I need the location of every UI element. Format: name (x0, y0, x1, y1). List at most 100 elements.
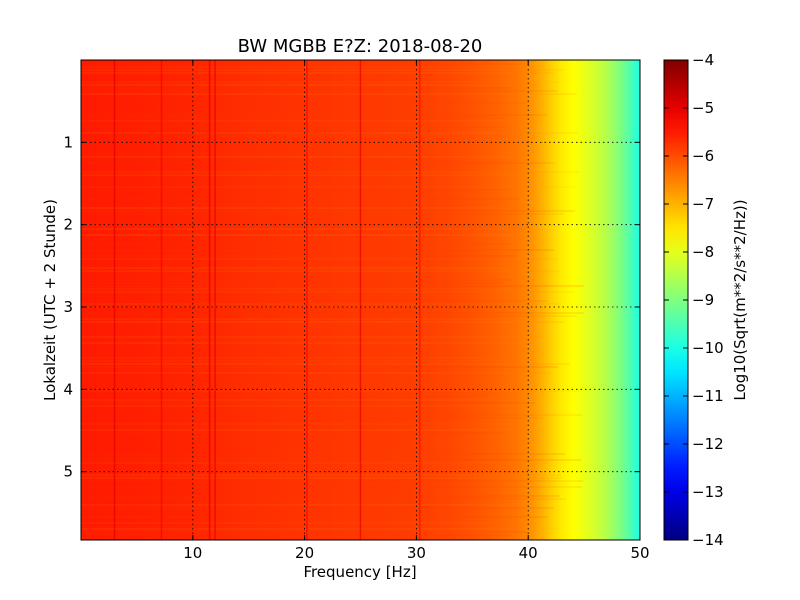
heatmap-row (81, 198, 519, 200)
heatmap-row (81, 213, 565, 215)
heatmap-row (81, 207, 512, 209)
heatmap-row (81, 474, 561, 476)
heatmap-row (81, 228, 520, 230)
heatmap-row (81, 531, 529, 533)
heatmap-row (81, 363, 570, 365)
y-axis-ticks: 1 2 3 4 5 (63, 133, 640, 481)
heatmap-row (81, 432, 507, 434)
y-tick-label: 3 (63, 298, 73, 316)
colorbar-ticks: −4 −5 −6 −7 −8 −9 −10 −11 −12 −13 −14 (664, 51, 724, 549)
heatmap-row (81, 171, 580, 173)
heatmap-row (81, 375, 504, 377)
x-tick-label: 30 (407, 544, 426, 562)
heatmap-row (81, 87, 511, 89)
heatmap-row (81, 516, 548, 518)
heatmap-row (81, 234, 521, 236)
heatmap-row (81, 390, 580, 392)
heatmap-row (81, 423, 515, 425)
heatmap-row (81, 453, 566, 455)
y-axis-label: Lokalzeit (UTC + 2 Stunde) (41, 199, 59, 401)
heatmap-row (81, 72, 554, 74)
plot-area: 10 20 30 40 50 1 2 3 4 5 (63, 59, 650, 562)
y-tick-label: 2 (63, 216, 73, 234)
heatmap-row (81, 372, 551, 374)
heatmap-row (81, 249, 554, 251)
heatmap-row (81, 312, 584, 314)
heatmap-row (81, 81, 559, 83)
colorbar-tick-label: −14 (692, 531, 724, 549)
heatmap-row (81, 462, 549, 464)
y-tick-label: 4 (63, 380, 73, 398)
plot-frame (80, 59, 641, 541)
chart-title: BW MGBB E?Z: 2018-08-20 (238, 36, 483, 57)
heatmap-row (81, 255, 517, 257)
heatmap-row (81, 321, 565, 323)
heatmap-row (81, 270, 561, 272)
colorbar-label: Log10(Sqrt(m**2/s**2/Hz)) (731, 199, 749, 400)
colorbar-tick-label: −5 (692, 99, 714, 117)
heatmap-row (81, 66, 545, 68)
colorbar-tick-label: −10 (692, 339, 724, 357)
x-axis-ticks: 10 20 30 40 50 (183, 60, 650, 562)
colorbar-tick-label: −4 (692, 51, 714, 69)
heatmap-row (81, 486, 583, 488)
heatmap-row (81, 120, 543, 122)
heatmap-row (81, 477, 562, 479)
heatmap-row (81, 267, 505, 269)
heatmap-row (81, 342, 531, 344)
heatmap-row (81, 459, 581, 461)
heatmap-row (81, 315, 578, 317)
x-tick-label: 40 (519, 544, 538, 562)
x-tick-label: 10 (183, 544, 202, 562)
colorbar-tick-label: −9 (692, 291, 714, 309)
heatmap-row (81, 417, 543, 419)
colorbar-tick-label: −12 (692, 435, 724, 453)
heatmap-row (81, 429, 547, 431)
heatmap-row (81, 90, 558, 92)
heatmap-row (81, 189, 507, 191)
colorbar: −4 −5 −6 −7 −8 −9 −10 −11 −12 −13 −14 Log10(Sqrt(m… (663, 51, 749, 549)
heatmap-row (81, 360, 537, 362)
heatmap-row (81, 243, 511, 245)
heatmap-row (81, 504, 509, 506)
heatmap-row (81, 306, 536, 308)
colorbar-tick-label: −11 (692, 387, 724, 405)
heatmap-row (81, 507, 554, 509)
y-tick-label: 5 (63, 463, 73, 481)
heatmap-row (81, 63, 525, 65)
heatmap-row (81, 93, 577, 95)
heatmap-row (81, 366, 558, 368)
heatmap-row (81, 300, 548, 302)
heatmap-row (81, 156, 520, 158)
colorbar-tick-label: −7 (692, 195, 714, 213)
heatmap-row (81, 282, 504, 284)
heatmap-row (81, 402, 536, 404)
heatmap-row (81, 210, 575, 212)
heatmap-row (81, 498, 567, 500)
heatmap-row (81, 102, 529, 104)
heatmap-row (81, 69, 564, 71)
heatmap-row (81, 399, 521, 401)
heatmap-row (81, 114, 547, 116)
colorbar-tick-label: −6 (692, 147, 714, 165)
heatmap-features (113, 60, 421, 540)
heatmap-row-variation (81, 63, 584, 539)
heatmap-row (81, 537, 501, 539)
heatmap-row (81, 522, 537, 524)
heatmap-row (81, 414, 582, 416)
heatmap-row (81, 132, 578, 134)
colorbar-tick-label: −13 (692, 483, 724, 501)
heatmap-row (81, 357, 525, 359)
heatmap-row (81, 117, 506, 119)
x-tick-label: 20 (295, 544, 314, 562)
heatmap-row (81, 279, 512, 281)
heatmap-row (81, 174, 522, 176)
heatmap-row (81, 126, 505, 128)
heatmap-row (81, 480, 584, 482)
x-axis-label: Frequency [Hz] (303, 563, 416, 581)
colorbar-tick-label: −8 (692, 243, 714, 261)
heatmap-row (81, 291, 575, 293)
heatmap-row (81, 534, 510, 536)
heatmap-row (81, 162, 554, 164)
